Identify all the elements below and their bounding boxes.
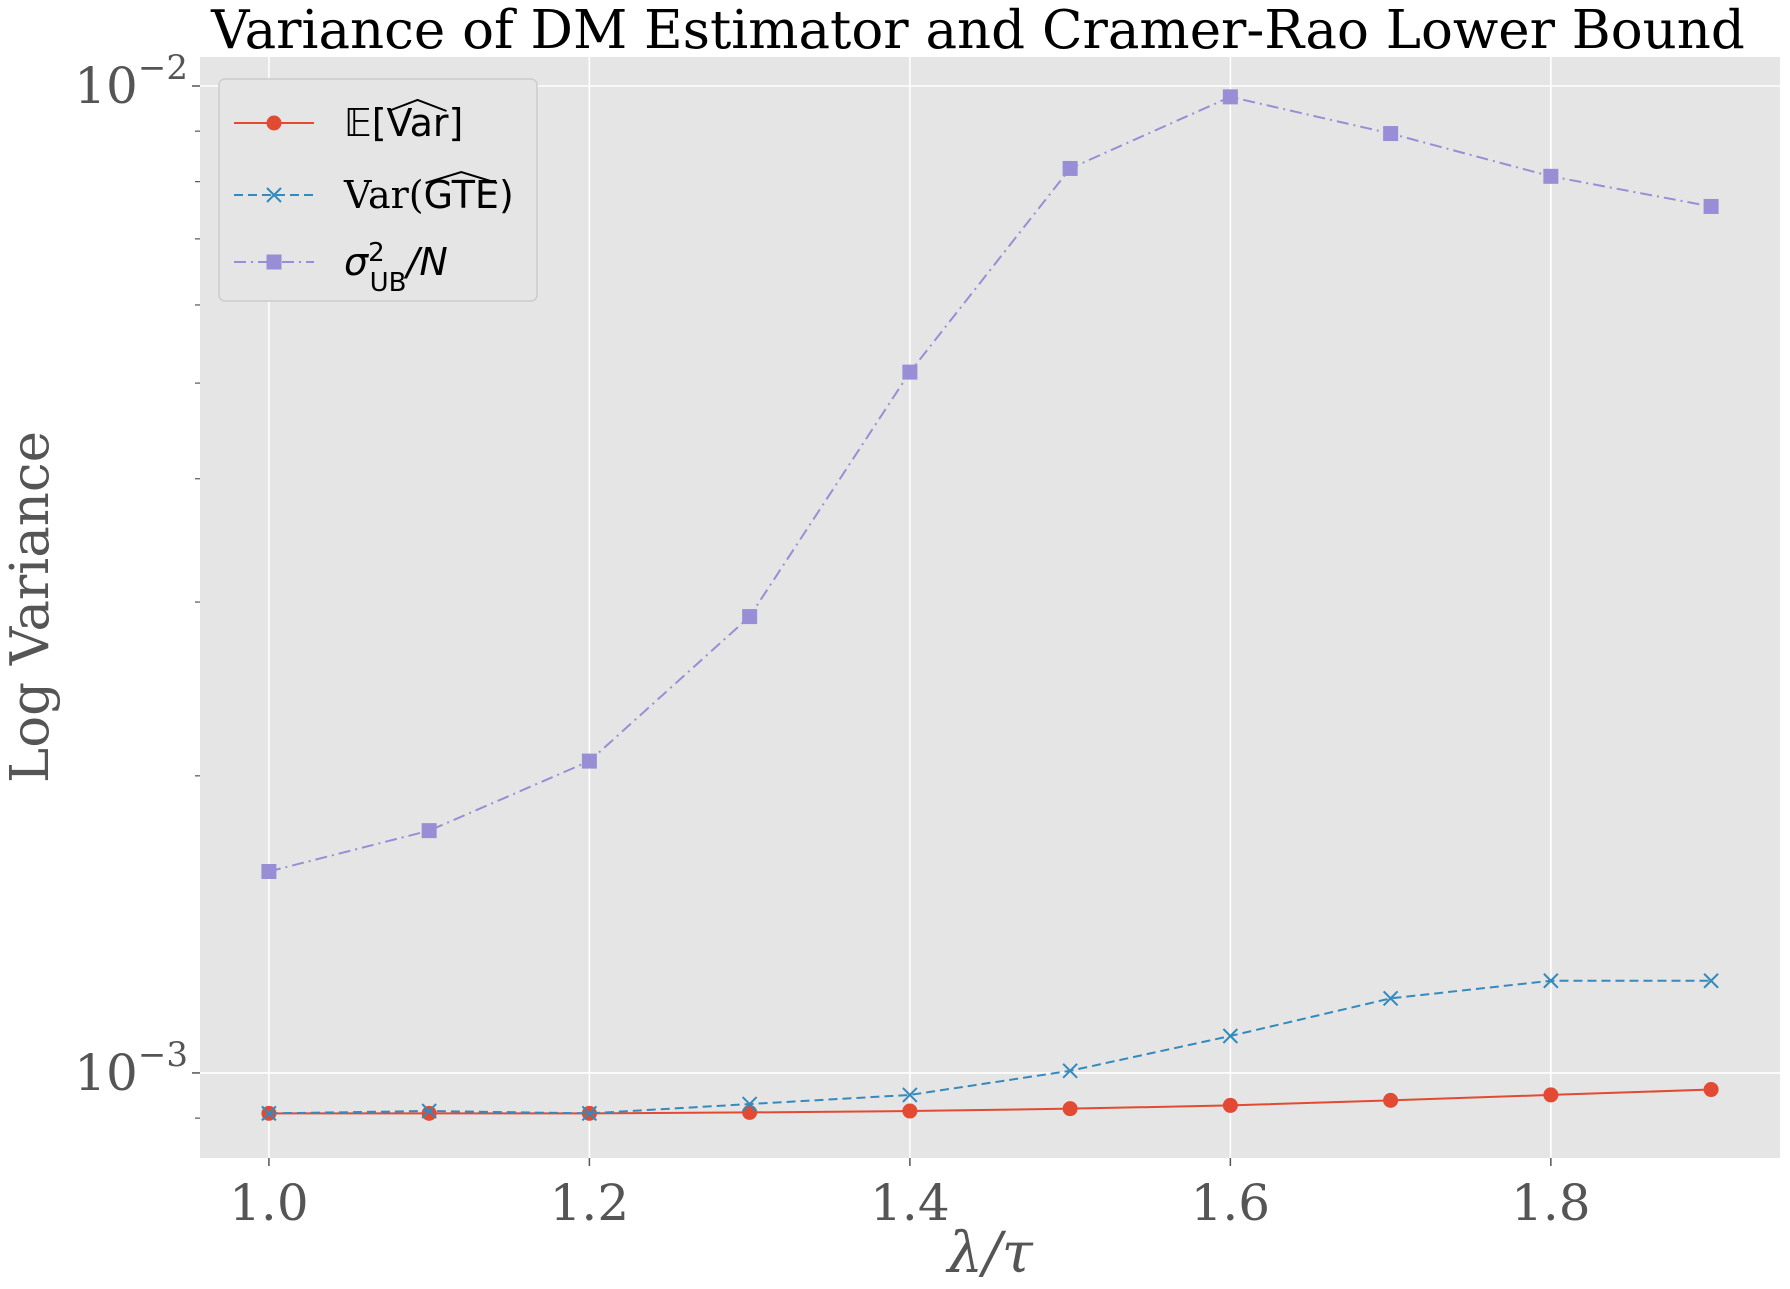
hat-accent bbox=[425, 170, 498, 184]
data-point bbox=[1382, 990, 1399, 1007]
data-point bbox=[902, 1103, 918, 1119]
legend-box bbox=[218, 78, 538, 302]
series-2 bbox=[261, 89, 1719, 879]
y-tick-exponent: −2 bbox=[138, 48, 188, 88]
legend-label: 𝔼[Var] bbox=[344, 101, 463, 145]
y-tick-base: 10 bbox=[74, 1044, 138, 1102]
y-tick-base: 10 bbox=[74, 57, 138, 115]
data-point bbox=[902, 1087, 918, 1103]
y-tick-label: 10−2 bbox=[74, 48, 188, 115]
legend-prefix: 𝔼[ bbox=[344, 101, 387, 145]
data-point bbox=[742, 609, 758, 625]
legend-sigma: σ bbox=[344, 240, 370, 284]
data-point bbox=[581, 1105, 598, 1122]
y-axis-ticks: 10−310−2 bbox=[74, 48, 200, 1119]
series-layer bbox=[261, 89, 1719, 1122]
legend-item-0: 𝔼[Var] bbox=[234, 98, 463, 145]
data-point bbox=[1703, 973, 1719, 989]
x-axis-label: λ/τ bbox=[945, 1221, 1033, 1286]
legend-label: σ2 UB/N bbox=[344, 238, 448, 298]
legend-subscript: UB bbox=[370, 268, 407, 298]
data-point bbox=[1703, 198, 1719, 214]
x-tick-label: 1.2 bbox=[550, 1174, 630, 1232]
series-line bbox=[268, 979, 1712, 1115]
y-tick-exponent: −3 bbox=[138, 1035, 188, 1075]
legend-suffix: /N bbox=[404, 240, 448, 284]
data-point bbox=[581, 753, 597, 769]
legend-marker bbox=[266, 187, 282, 203]
x-tick-label: 1.8 bbox=[1511, 1174, 1591, 1232]
data-point bbox=[742, 1104, 758, 1120]
legend-item-1: Var(GTE) bbox=[234, 170, 514, 217]
data-point bbox=[261, 1105, 277, 1122]
data-point bbox=[1543, 973, 1559, 989]
x-axis-ticks: 1.0 1.2 1.4 1.6 1.8 bbox=[229, 1158, 1591, 1232]
data-point bbox=[1383, 1092, 1399, 1108]
legend-marker bbox=[266, 254, 282, 270]
data-point bbox=[1062, 1101, 1078, 1117]
data-point bbox=[1222, 1097, 1238, 1113]
data-point bbox=[421, 1105, 437, 1121]
y-axis-label: Log Variance bbox=[0, 431, 61, 783]
data-point bbox=[1383, 126, 1399, 142]
legend: 𝔼[Var] Var(GTE) σ2 UB/N bbox=[218, 78, 538, 302]
series-line bbox=[268, 95, 1712, 873]
data-point bbox=[421, 1103, 437, 1119]
chart-title: Variance of DM Estimator and Cramer-Rao … bbox=[210, 0, 1745, 61]
data-point bbox=[261, 863, 277, 879]
legend-item-2: σ2 UB/N bbox=[234, 238, 448, 298]
data-point bbox=[1703, 1082, 1719, 1098]
x-tick-label: 1.4 bbox=[870, 1174, 950, 1232]
data-point bbox=[421, 823, 437, 839]
legend-suffix: ) bbox=[499, 173, 514, 217]
legend-suffix: ] bbox=[449, 101, 464, 145]
hat-accent bbox=[388, 98, 447, 112]
data-point bbox=[902, 364, 918, 380]
y-tick-label: 10−3 bbox=[74, 1035, 188, 1102]
series-1 bbox=[261, 973, 1719, 1122]
legend-prefix: Var( bbox=[343, 173, 424, 217]
series-line bbox=[268, 1088, 1712, 1115]
data-point bbox=[741, 1096, 758, 1112]
data-point bbox=[1222, 1028, 1239, 1044]
data-point bbox=[1543, 168, 1559, 184]
legend-marker bbox=[266, 115, 282, 131]
legend-superscript: 2 bbox=[368, 238, 385, 268]
data-point bbox=[1222, 89, 1238, 105]
x-tick-label: 1.0 bbox=[229, 1174, 309, 1232]
data-point bbox=[1543, 1087, 1559, 1103]
data-point bbox=[1062, 1063, 1078, 1079]
x-tick-label: 1.6 bbox=[1191, 1174, 1271, 1232]
data-point bbox=[1062, 160, 1078, 176]
